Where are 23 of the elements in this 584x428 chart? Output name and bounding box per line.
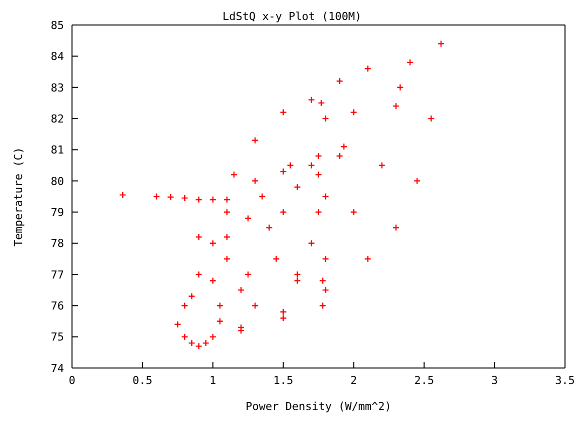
x-tick-label: 2: [350, 374, 358, 387]
x-tick-label: 3.5: [555, 374, 575, 387]
y-tick-label: 81: [50, 144, 64, 157]
y-tick-label: 79: [50, 206, 64, 219]
y-tick-label: 80: [50, 174, 64, 188]
y-tick-label: 85: [50, 18, 64, 32]
x-tick-label: 0: [68, 374, 76, 387]
y-tick-label: 74: [50, 362, 64, 375]
y-tick-label: 83: [50, 81, 64, 94]
y-axis-title: Temperature (C): [12, 147, 25, 246]
y-tick-label: 75: [50, 330, 64, 344]
x-tick-label: 3: [491, 374, 498, 387]
x-tick-label: 2.5: [414, 374, 434, 387]
y-tick-label: 82: [50, 112, 64, 126]
x-axis-title: Power Density (W/mm^2): [246, 400, 392, 413]
y-tick-label: 76: [50, 300, 64, 313]
y-tick-label: 77: [50, 268, 64, 282]
y-tick-label: 78: [50, 237, 64, 250]
y-tick-label: 84: [50, 50, 64, 64]
x-tick-label: 1.5: [273, 374, 294, 387]
x-tick-label: 0.5: [132, 374, 152, 387]
x-tick-label: 1: [210, 374, 216, 387]
chart-title: LdStQ x-y Plot (100M): [222, 10, 362, 23]
